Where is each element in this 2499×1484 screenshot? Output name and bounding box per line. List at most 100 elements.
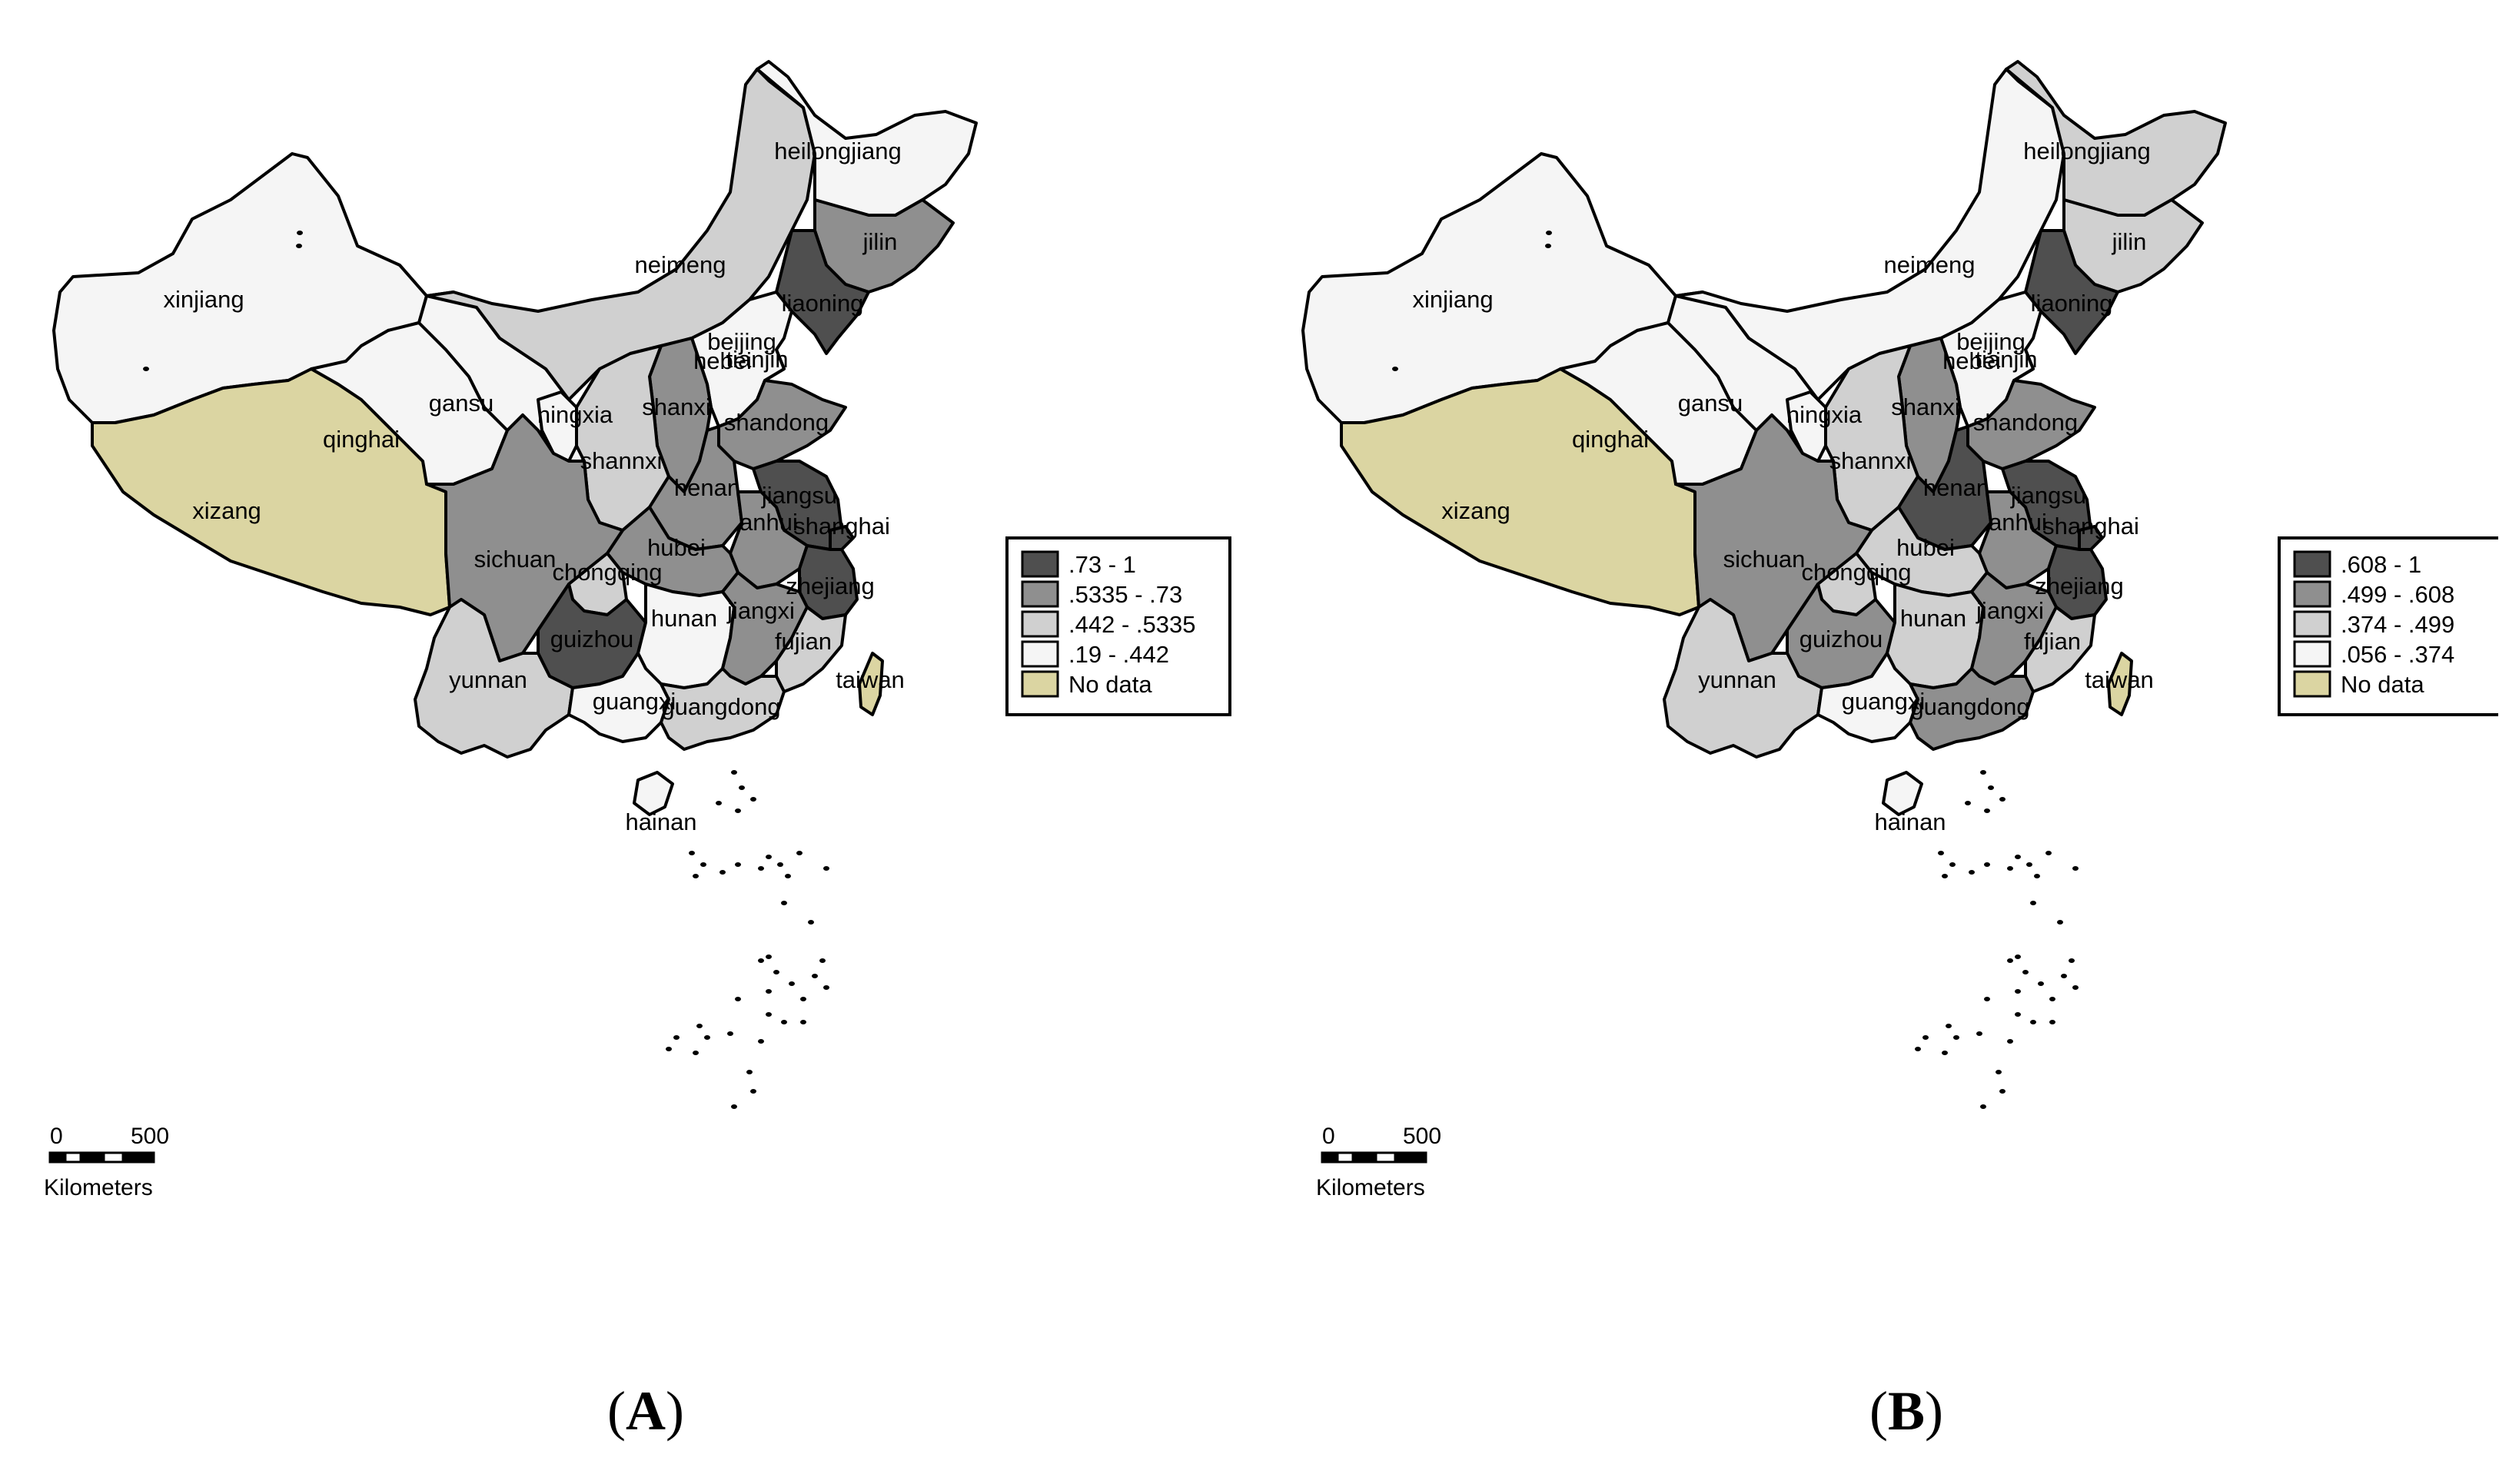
island-dot xyxy=(1969,870,1975,875)
legend-label: .73 - 1 xyxy=(1068,551,1136,578)
scale-end-label: 500 xyxy=(1403,1124,1441,1149)
island-dot xyxy=(1545,244,1551,248)
island-dot xyxy=(2072,985,2079,990)
island-dot xyxy=(1949,862,1956,867)
island-dot xyxy=(1984,997,1990,1001)
island-dot xyxy=(2015,855,2021,859)
island-dot xyxy=(735,808,741,813)
province-label-guizhou: guizhou xyxy=(1799,626,1883,652)
province-label-jiangsu: jiangsu xyxy=(761,482,837,509)
panel-caption: (A) xyxy=(607,1380,684,1442)
island-dot xyxy=(704,1035,710,1040)
province-label-jiangxi: jiangxi xyxy=(726,597,795,624)
island-dot xyxy=(750,1089,756,1094)
panel-caption-letter: B xyxy=(1888,1380,1925,1442)
province-guangdong xyxy=(1909,667,2035,751)
island-dot xyxy=(1980,770,1986,775)
province-label-neimeng: neimeng xyxy=(1884,251,1976,278)
island-dot xyxy=(758,866,764,871)
province-label-liaoning: liaoning xyxy=(782,290,864,317)
island-dot xyxy=(297,231,303,235)
island-dot xyxy=(2030,901,2036,905)
province-label-fujian: fujian xyxy=(775,628,832,655)
island-dot xyxy=(1984,862,1990,867)
island-dot xyxy=(693,1051,699,1055)
island-dot xyxy=(2038,981,2044,986)
scale-unit-label: Kilometers xyxy=(44,1175,153,1200)
scale-start-label: 0 xyxy=(50,1124,63,1149)
island-dot xyxy=(2072,866,2079,871)
province-label-hebei: hebei xyxy=(1942,347,2001,374)
island-dot xyxy=(700,862,706,867)
island-dot xyxy=(1996,1070,2002,1074)
province-shandong xyxy=(717,379,847,470)
choropleth-map: xinjiang xizang qinghai gansu neimeng heilong… xyxy=(52,60,978,1109)
legend-swatch xyxy=(1021,640,1059,668)
scale-segment xyxy=(79,1151,105,1164)
scale-segment xyxy=(1374,1151,1397,1164)
island-dot xyxy=(727,1031,733,1036)
island-dot xyxy=(766,989,772,994)
province-label-heilongjiang: heilongjiang xyxy=(774,138,901,164)
province-label-qinghai: qinghai xyxy=(323,426,400,453)
province-label-guangxi: guangxi xyxy=(593,688,676,715)
map-svg-a: xinjiang xizang qinghai gansu neimeng heilong… xyxy=(44,60,1231,1442)
island-dot xyxy=(819,958,826,963)
island-dot xyxy=(789,981,795,986)
province-guangdong xyxy=(660,667,786,751)
legend-swatch xyxy=(1021,670,1059,698)
province-label-taiwan: taiwan xyxy=(836,666,905,693)
scale-segment xyxy=(48,1151,67,1164)
map-panel-b: xinjiang xizang qinghai gansu neimeng heilong… xyxy=(1249,0,2498,1484)
province-label-xizang: xizang xyxy=(192,497,261,524)
province-label-ningxia: ningxia xyxy=(537,401,613,428)
province-hainan xyxy=(633,771,674,816)
island-dot xyxy=(1942,1051,1948,1055)
island-dot xyxy=(716,801,722,805)
island-dot xyxy=(693,874,699,878)
scale-end-label: 500 xyxy=(131,1124,169,1149)
scale-start-label: 0 xyxy=(1322,1124,1335,1149)
island-dot xyxy=(2007,1039,2013,1044)
legend: .608 - 1 .499 - .608 .374 - .499 .056 - .37… xyxy=(2278,536,2498,716)
province-label-henan: henan xyxy=(674,474,740,501)
province-shandong xyxy=(1966,379,2096,470)
province-label-heilongjiang: heilongjiang xyxy=(2023,138,2150,164)
island-dot xyxy=(1988,785,1994,790)
island-dot xyxy=(735,997,741,1001)
island-dot xyxy=(2007,866,2013,871)
province-label-fujian: fujian xyxy=(2024,628,2081,655)
scale-unit-label: Kilometers xyxy=(1316,1175,1425,1200)
province-anhui xyxy=(1978,490,2058,589)
island-dot xyxy=(1984,808,1990,813)
island-dot xyxy=(781,1020,787,1024)
island-dot xyxy=(143,367,149,371)
island-dot xyxy=(2022,970,2029,974)
island-dot xyxy=(689,851,695,855)
province-label-hainan: hainan xyxy=(1874,808,1946,835)
province-ningxia xyxy=(1786,390,1827,463)
island-dot xyxy=(1976,1031,1982,1036)
island-dot xyxy=(719,870,726,875)
province-taiwan xyxy=(2107,652,2133,716)
island-dot xyxy=(1953,1035,1959,1040)
island-dot xyxy=(766,855,772,859)
island-dot xyxy=(785,874,791,878)
province-label-beijing: beijing xyxy=(707,328,776,355)
island-dot xyxy=(758,958,764,963)
scale-segment xyxy=(102,1151,125,1164)
map-svg-b: xinjiang xizang qinghai gansu neimeng heilong… xyxy=(1301,60,2498,1442)
province-hainan xyxy=(1882,771,1923,816)
province-label-hunan: hunan xyxy=(1900,605,1966,632)
legend-swatch xyxy=(2293,670,2331,698)
province-label-shanxi: shanxi xyxy=(1891,393,1960,420)
island-dot xyxy=(1392,367,1398,371)
island-dot xyxy=(1942,874,1948,878)
legend-label: .374 - .499 xyxy=(2341,611,2454,638)
province-label-shanghai: shanghai xyxy=(793,513,890,539)
island-dot xyxy=(296,244,302,248)
island-dot xyxy=(2049,997,2055,1001)
panel-caption-letter: A xyxy=(626,1380,666,1442)
province-label-shandong: shandong xyxy=(724,409,829,436)
island-dot xyxy=(731,770,737,775)
